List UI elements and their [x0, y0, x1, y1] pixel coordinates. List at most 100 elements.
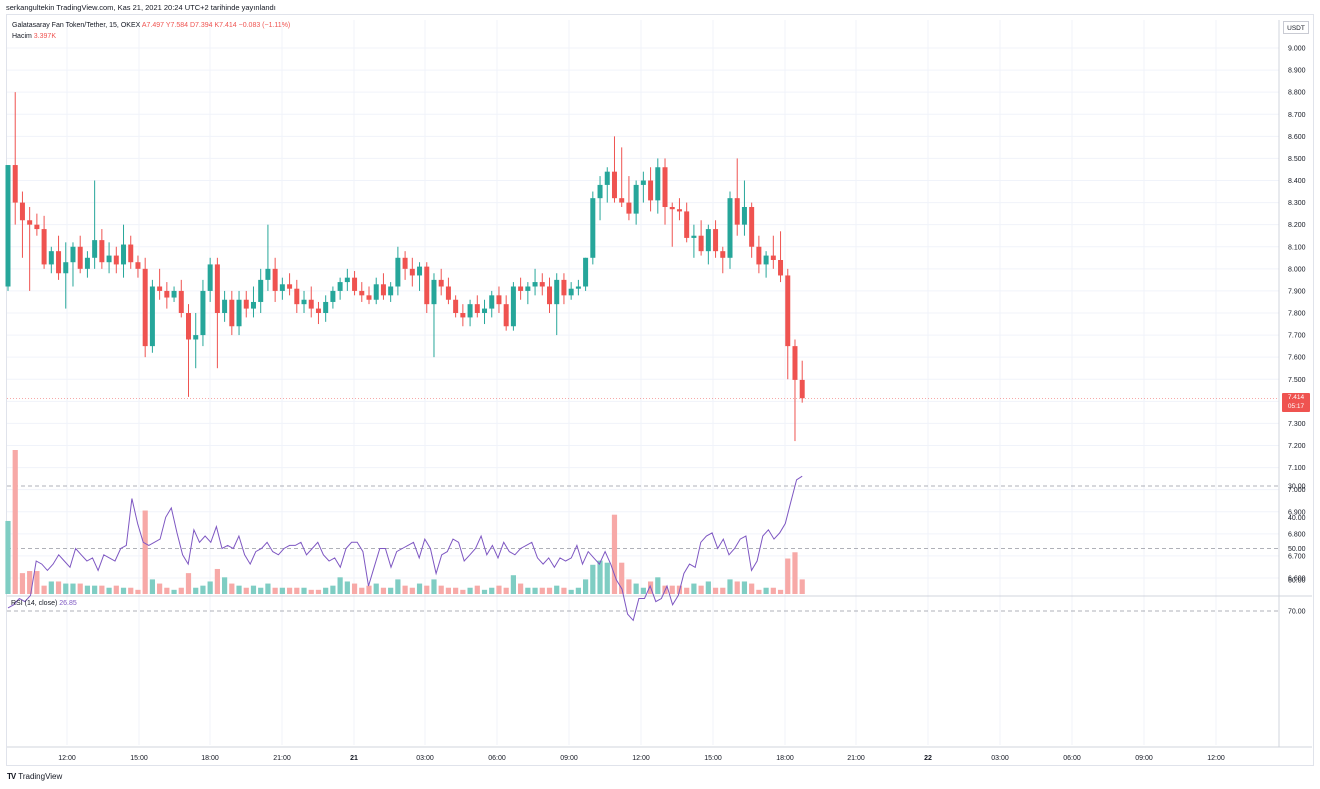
candle-body [142, 268, 148, 347]
volume-bar [200, 585, 206, 594]
volume-bar [243, 587, 249, 594]
volume-bar [258, 587, 264, 594]
time-tick: 18:00 [201, 755, 219, 762]
time-tick: 12:00 [632, 755, 650, 762]
candle-body [604, 171, 610, 185]
price-tick: 9.000 [1288, 46, 1306, 53]
volume-bar [720, 587, 726, 594]
candle-body [63, 262, 69, 274]
volume-bar [84, 585, 91, 594]
candle-body [27, 220, 33, 225]
volume-bar [756, 589, 762, 594]
candle-body [48, 251, 54, 265]
price-tick: 7.300 [1288, 421, 1306, 428]
volume-bar [279, 587, 285, 594]
price-tick: 7.200 [1288, 443, 1306, 450]
volume-value: 3.397K [33, 33, 56, 40]
candle-body [19, 202, 25, 221]
price-tick: 8.700 [1288, 112, 1306, 119]
volume-bar [561, 587, 567, 594]
volume-bar [597, 560, 603, 594]
price-tick: 8.800 [1288, 90, 1306, 97]
volume-bar [106, 587, 112, 594]
candle-body [77, 246, 83, 269]
tradingview-logo-icon: TV [7, 772, 16, 781]
candle-body [84, 257, 90, 269]
volume-bar [222, 577, 228, 594]
candle-body [157, 286, 163, 291]
volume-bar [727, 579, 733, 594]
candle-body [149, 286, 155, 347]
volume-bar [337, 577, 343, 594]
volume-bar [402, 585, 408, 594]
price-tick: 8.400 [1288, 178, 1306, 185]
candle-body [453, 299, 459, 313]
candle-body [70, 246, 76, 263]
candle-body [214, 264, 220, 313]
candle-body [417, 266, 423, 276]
volume-bar [149, 579, 155, 594]
volume-bar [142, 510, 148, 594]
candle-body [344, 277, 350, 283]
volume-bar [373, 583, 379, 594]
candle-body [330, 290, 336, 302]
candle-body [186, 313, 191, 340]
candle-body [56, 251, 62, 274]
candle-body [525, 286, 531, 291]
currency-unit-button[interactable]: USDT [1283, 21, 1309, 34]
candle-body [438, 279, 444, 287]
candle-body [323, 301, 329, 313]
volume-label: Hacim [12, 33, 32, 40]
volume-bar [489, 587, 495, 594]
rsi-tick: 30.00 [1288, 484, 1306, 491]
candle-body [337, 282, 343, 291]
volume-bar [294, 587, 300, 594]
price-tick: 6.900 [1288, 509, 1306, 516]
volume-bar [503, 587, 509, 594]
candle-body [359, 290, 365, 296]
candle-body [460, 313, 466, 318]
volume-bar [568, 589, 574, 594]
candle-body [590, 198, 596, 258]
candle-body [489, 295, 495, 309]
volume-bar [128, 587, 134, 594]
candle-body [380, 284, 386, 296]
volume-bar [323, 587, 329, 594]
rsi-axis-ticks: 70.00 60.00 50.00 40.00 30.00 [1288, 484, 1306, 616]
candle-body [619, 198, 625, 203]
volume-bar [272, 587, 278, 594]
candle-body [287, 284, 293, 289]
volume-bar [669, 585, 675, 594]
volume-bar [120, 587, 127, 594]
volume-bar [63, 583, 69, 594]
price-tick: 8.000 [1288, 266, 1306, 273]
volume-legend[interactable]: Hacim 3.397K [12, 33, 56, 40]
volume-bar [308, 589, 314, 594]
rsi-band [7, 485, 1279, 612]
volume-bar [380, 587, 387, 594]
candle-body [770, 255, 776, 260]
rsi-tick: 60.00 [1288, 577, 1306, 584]
candle-body [662, 167, 668, 207]
volume-bar [626, 579, 632, 594]
volume-bar [763, 587, 769, 594]
candle-body [315, 308, 321, 313]
rsi-legend[interactable]: RSI (14, close) 26.85 [11, 600, 77, 607]
candle-body [792, 346, 798, 380]
volume-bar [185, 573, 192, 594]
tradingview-logo[interactable]: TV TradingView [7, 772, 62, 781]
volume-bar [525, 587, 531, 594]
volume-bar [539, 587, 545, 594]
candle-body [547, 286, 552, 305]
volume-bar [286, 587, 293, 594]
volume-bar [171, 589, 177, 594]
candle-body [229, 299, 235, 327]
volume-bar [315, 589, 322, 594]
candle-body [532, 282, 538, 287]
symbol-legend[interactable]: Galatasaray Fan Token/Tether, 15, OKEX A… [12, 22, 290, 29]
candle-body [799, 379, 805, 399]
candle-body [720, 251, 726, 258]
time-tick: 12:00 [1207, 755, 1225, 762]
price-axis-ticks: 9.000 8.900 8.800 8.700 8.600 8.500 8.400 8.300… [1288, 46, 1306, 583]
